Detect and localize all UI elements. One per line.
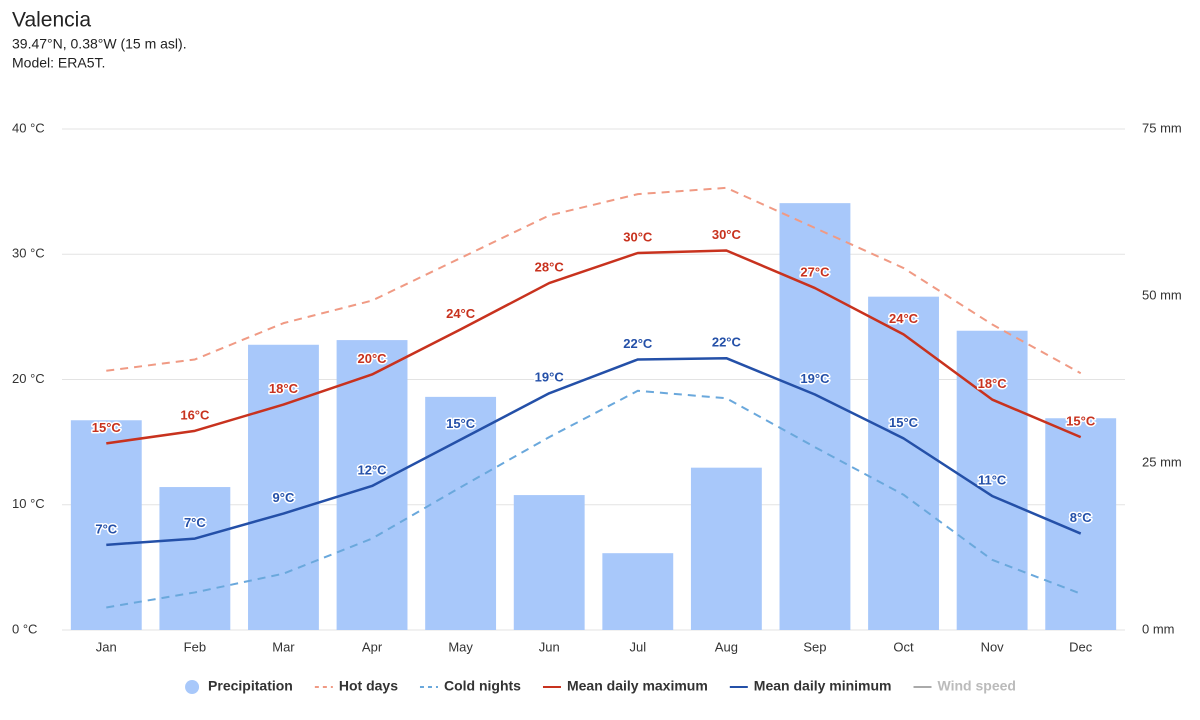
bar	[602, 553, 674, 630]
data-label: 24°C	[446, 306, 476, 321]
line	[106, 356, 1082, 547]
data-label: 7°C	[95, 521, 117, 536]
x-tick-label: Jul	[629, 639, 646, 654]
x-tick-label: Apr	[362, 639, 383, 654]
legend-symbol	[185, 680, 200, 694]
y2-tick-label: 50 mm	[1142, 287, 1182, 302]
legend: Precipitation Hot days Cold nights Mean dai…	[185, 678, 1016, 694]
bar	[868, 296, 939, 630]
data-label: 30°C	[623, 229, 653, 244]
line	[106, 249, 1082, 445]
chart-title: Valencia	[12, 9, 91, 32]
legend-label: Mean daily minimum	[754, 678, 892, 694]
y2-tick-label: 0 mm	[1142, 621, 1175, 636]
x-tick-label: Jan	[96, 639, 117, 654]
data-label: 18°C	[978, 376, 1008, 391]
y-tick-label: 10 °C	[12, 496, 45, 511]
chart-subtitle: Model: ERA5T.	[12, 55, 105, 71]
lines	[106, 186, 1082, 609]
x-tick-label: Mar	[272, 639, 295, 654]
chart-subtitle: 39.47°N, 0.38°W (15 m asl).	[12, 36, 187, 52]
bar	[425, 396, 497, 630]
data-label: 12°C	[358, 462, 388, 477]
x-tick-label: Feb	[184, 639, 206, 654]
data-label: 24°C	[889, 311, 919, 326]
legend-label: Wind speed	[938, 678, 1016, 694]
bar	[159, 487, 231, 630]
y2-tick-label: 75 mm	[1142, 120, 1182, 135]
bar	[690, 467, 762, 630]
y-tick-label: 0 °C	[12, 621, 37, 636]
legend-label: Hot days	[339, 678, 398, 694]
data-label: 18°C	[269, 381, 299, 396]
bar	[779, 203, 851, 630]
data-label: 15°C	[889, 415, 919, 430]
bar	[70, 420, 142, 630]
data-label: 15°C	[446, 416, 476, 431]
data-label: 11°C	[978, 472, 1007, 487]
data-label: 7°C	[184, 515, 206, 530]
x-tick-label: Nov	[981, 639, 1005, 654]
grid	[62, 128, 1125, 631]
line	[106, 186, 1082, 375]
data-label: 15°C	[1066, 414, 1096, 429]
y-tick-label: 20 °C	[12, 371, 45, 386]
legend-label: Cold nights	[444, 678, 521, 694]
line	[106, 389, 1082, 609]
x-tick-label: May	[448, 639, 473, 654]
legend-item: Precipitation	[185, 678, 293, 694]
data-label: 20°C	[358, 351, 388, 366]
legend-item: Hot days	[314, 678, 398, 694]
x-tick-label: Dec	[1069, 639, 1093, 654]
data-label: 27°C	[800, 265, 830, 280]
bar	[513, 495, 585, 630]
y-tick-label: 30 °C	[12, 246, 45, 261]
bar	[248, 344, 319, 630]
legend-item: Cold nights	[419, 678, 521, 694]
data-label: 28°C	[535, 259, 565, 274]
x-tick-label: Jun	[539, 639, 560, 654]
y-tick-label: 40 °C	[12, 120, 45, 135]
data-label: 16°C	[180, 407, 210, 422]
data-label: 15°C	[92, 420, 122, 435]
data-label: 22°C	[623, 336, 653, 351]
legend-item: Mean daily minimum	[729, 678, 892, 694]
legend-item: Mean daily maximum	[542, 678, 708, 694]
data-label: 19°C	[800, 371, 830, 386]
legend-label: Mean daily maximum	[567, 678, 708, 694]
x-tick-label: Aug	[715, 639, 738, 654]
x-tick-label: Sep	[803, 639, 826, 654]
data-label: 19°C	[535, 370, 565, 385]
labels: 15°C 16°C 18°C 20°C 24°C 28°C 30°C 30°C 27°C 24°C…	[90, 225, 1097, 537]
bars	[70, 203, 1117, 630]
data-label: 8°C	[1070, 510, 1092, 525]
legend-label: Precipitation	[208, 678, 293, 694]
legend-item: Wind speed	[913, 678, 1016, 694]
data-label: 9°C	[273, 490, 295, 505]
y2-tick-label: 25 mm	[1142, 454, 1182, 469]
data-label: 22°C	[712, 335, 742, 350]
data-label: 30°C	[712, 227, 742, 242]
x-tick-label: Oct	[893, 639, 914, 654]
